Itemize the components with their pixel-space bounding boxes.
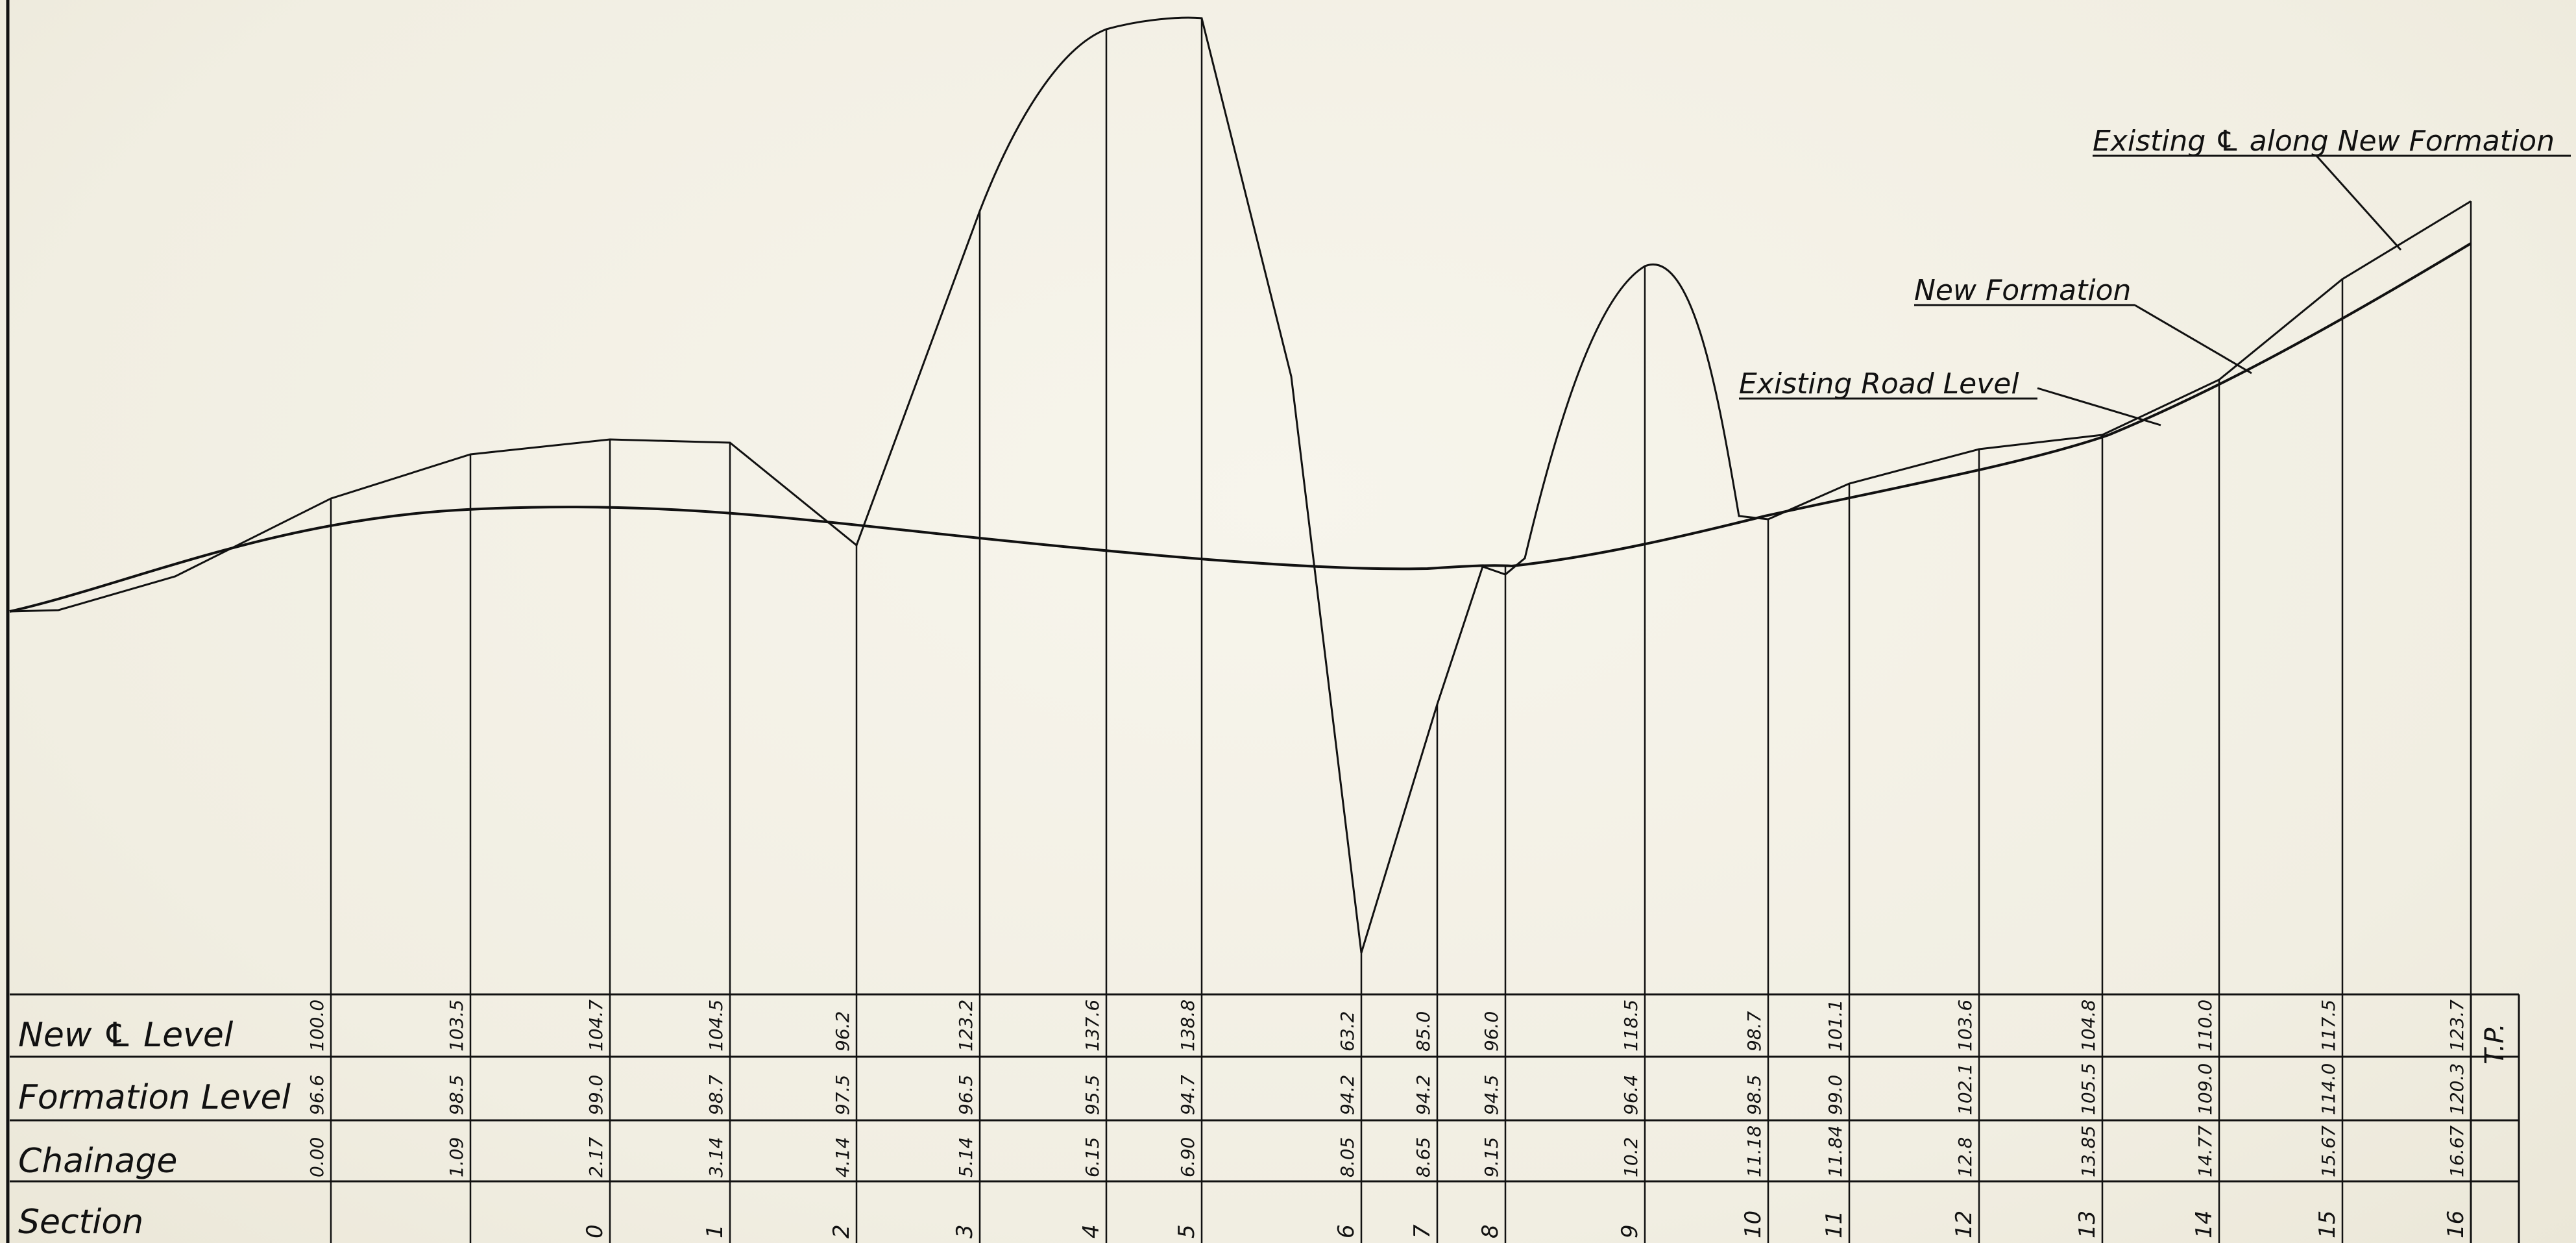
new-cl-level-value: 101.1 xyxy=(1825,1000,1846,1052)
formation-level-value: 94.7 xyxy=(1177,1074,1198,1115)
formation-level-value: 96.6 xyxy=(306,1075,328,1115)
label-existing-road: Existing Road Level xyxy=(1739,367,2019,400)
chainage-value: 5.14 xyxy=(955,1137,977,1177)
new-cl-level-value: 118.5 xyxy=(1620,1000,1642,1052)
section-value: 0 xyxy=(582,1224,608,1238)
row-label-new-cl-level: New ℄ Level xyxy=(18,1016,234,1055)
chainage-value: 15.67 xyxy=(2318,1126,2339,1177)
new-cl-level-value: 123.7 xyxy=(2446,1000,2468,1052)
formation-level-value: 95.5 xyxy=(1082,1075,1103,1115)
label-new-formation: New Formation xyxy=(1914,274,2131,307)
new-cl-level-value: 104.5 xyxy=(705,1000,727,1052)
formation-level-value: 105.5 xyxy=(2078,1063,2099,1115)
formation-level-value: 94.2 xyxy=(1337,1075,1358,1115)
new-cl-level-value: 63.2 xyxy=(1337,1011,1358,1052)
new-cl-level-value: 123.2 xyxy=(955,1000,977,1052)
formation-level-value: 99.0 xyxy=(1825,1075,1846,1115)
formation-level-value: 94.5 xyxy=(1481,1075,1502,1115)
section-value: 9 xyxy=(1617,1224,1643,1238)
formation-level-value: 98.5 xyxy=(1744,1075,1765,1115)
chainage-value: 2.17 xyxy=(585,1137,607,1177)
new-cl-level-value: 96.0 xyxy=(1481,1011,1502,1052)
chainage-value: 16.67 xyxy=(2446,1126,2468,1177)
section-value: 15 xyxy=(2315,1211,2340,1238)
formation-level-value: 102.1 xyxy=(1954,1063,1976,1115)
chainage-value: 6.90 xyxy=(1177,1137,1198,1177)
chainage-value: 10.2 xyxy=(1620,1137,1642,1177)
chainage-value: 11.18 xyxy=(1744,1126,1765,1177)
formation-level-value: 96.4 xyxy=(1620,1075,1642,1115)
formation-level-value: 98.7 xyxy=(705,1074,727,1115)
leader-new-formation xyxy=(2134,304,2252,375)
new-cl-level-value: 110.0 xyxy=(2194,1000,2216,1052)
section-value: 3 xyxy=(952,1224,978,1238)
formation-level-value: 94.2 xyxy=(1413,1075,1434,1115)
chainage-value: 9.15 xyxy=(1481,1137,1502,1177)
chainage-value: 12.8 xyxy=(1954,1137,1976,1177)
chainage-value: 6.15 xyxy=(1082,1137,1103,1177)
new-cl-level-value: 98.7 xyxy=(1744,1011,1765,1052)
section-value: 7 xyxy=(1409,1224,1435,1238)
label-existing-cl: Existing ℄ along New Formation xyxy=(2093,125,2555,158)
table-cells: 100.0 96.6 0.00 103.5 98.5 1.09 104.7 99.0 2.17 0… xyxy=(306,1000,2469,1238)
chainage-value: 8.65 xyxy=(1413,1137,1434,1177)
section-value: 8 xyxy=(1477,1224,1503,1238)
new-cl-level-value: 103.5 xyxy=(446,1000,467,1052)
chainage-value: 13.85 xyxy=(2078,1126,2099,1177)
new-cl-level-value: 138.8 xyxy=(1177,1000,1198,1052)
section-value: 6 xyxy=(1333,1224,1359,1238)
formation-level-value: 109.0 xyxy=(2194,1063,2216,1115)
row-label-formation-level: Formation Level xyxy=(18,1078,291,1117)
new-cl-level-value: 137.6 xyxy=(1082,1000,1103,1052)
chainage-value: 1.09 xyxy=(446,1137,467,1177)
new-cl-level-value: 103.6 xyxy=(1954,1000,1976,1052)
new-cl-level-value: 100.0 xyxy=(306,1000,328,1052)
section-value: 13 xyxy=(2074,1211,2100,1238)
formation-level-value: 96.5 xyxy=(955,1075,977,1115)
row-label-section: Section xyxy=(18,1203,143,1242)
end-mark-tp: T.P. xyxy=(2480,1023,2510,1065)
new-cl-level-value: 104.7 xyxy=(585,1000,607,1052)
row-label-chainage: Chainage xyxy=(18,1142,177,1181)
formation-level-value: 97.5 xyxy=(832,1075,853,1115)
formation-level-value: 98.5 xyxy=(446,1075,467,1115)
station-ordinates xyxy=(330,18,2472,1243)
chainage-value: 0.00 xyxy=(306,1137,328,1177)
chainage-value: 14.77 xyxy=(2194,1126,2216,1177)
leader-existing-cl xyxy=(2315,154,2402,251)
existing-ground-line xyxy=(9,16,2472,954)
section-value: 10 xyxy=(1740,1211,1766,1238)
chainage-value: 4.14 xyxy=(832,1137,853,1177)
formation-level-value: 114.0 xyxy=(2318,1063,2339,1115)
section-value: 2 xyxy=(829,1224,855,1238)
formation-level-value: 99.0 xyxy=(585,1075,607,1115)
new-cl-level-value: 96.2 xyxy=(832,1011,853,1052)
existing-road-level-line xyxy=(9,242,2472,613)
new-cl-level-value: 85.0 xyxy=(1413,1011,1434,1052)
levels-table: New ℄ Level Formation Level Chainage Sec… xyxy=(10,993,2520,1243)
section-value: 4 xyxy=(1078,1224,1104,1238)
section-value: 5 xyxy=(1174,1224,1200,1238)
section-value: 14 xyxy=(2191,1211,2217,1238)
new-cl-level-value: 117.5 xyxy=(2318,1000,2339,1052)
section-value: 16 xyxy=(2443,1211,2469,1238)
new-cl-level-value: 104.8 xyxy=(2078,1000,2099,1052)
chainage-value: 3.14 xyxy=(705,1137,727,1177)
section-value: 12 xyxy=(1951,1211,1977,1238)
chainage-value: 11.84 xyxy=(1825,1126,1846,1177)
chainage-value: 8.05 xyxy=(1337,1137,1358,1177)
section-value: 1 xyxy=(702,1224,728,1238)
leader-existing-road xyxy=(2037,387,2161,426)
formation-level-value: 120.3 xyxy=(2446,1063,2468,1115)
section-value: 11 xyxy=(1821,1211,1847,1238)
